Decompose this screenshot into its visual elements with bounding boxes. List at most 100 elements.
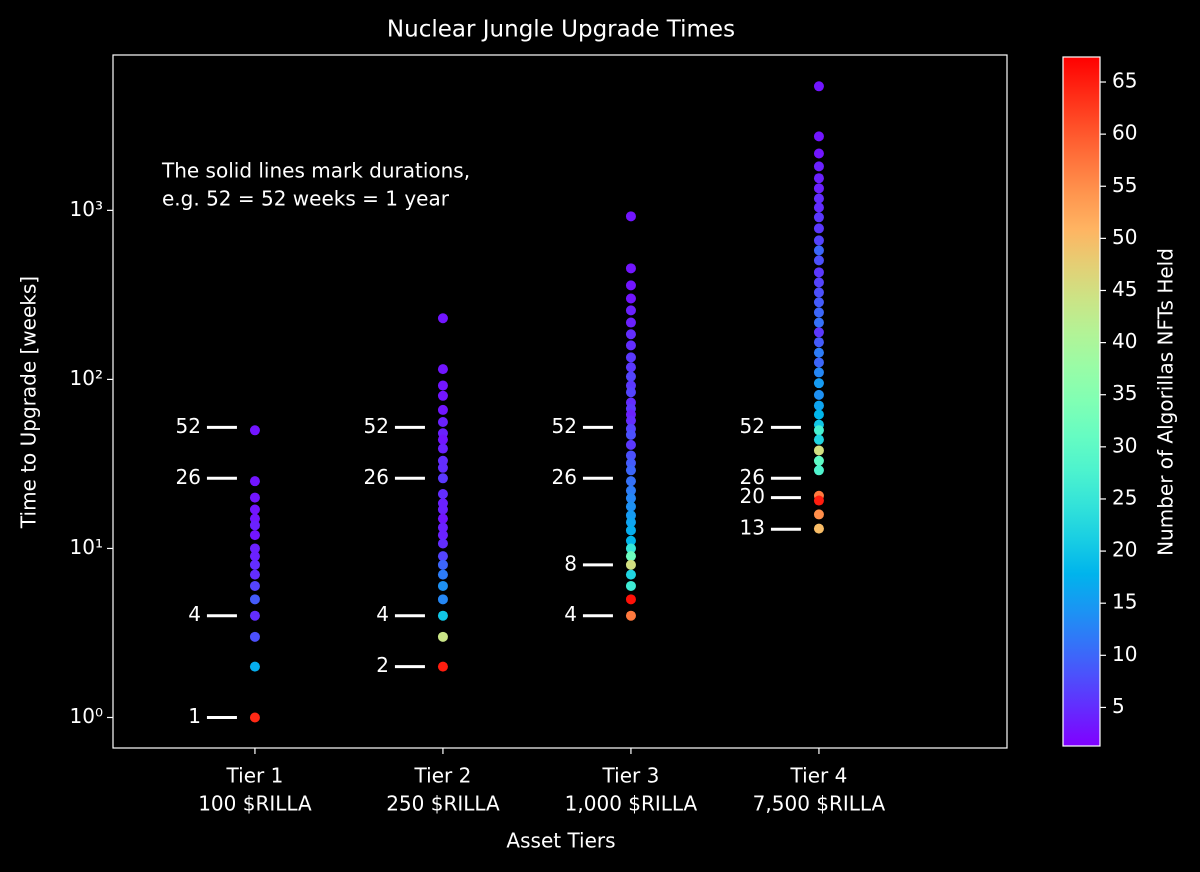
point: [625, 510, 636, 521]
point: [625, 543, 636, 554]
chart-title: Nuclear Jungle Upgrade Times: [387, 17, 735, 43]
point: [813, 409, 824, 420]
point: [625, 371, 636, 382]
point: [437, 504, 448, 515]
point: [625, 450, 636, 461]
point: [437, 462, 448, 473]
point: [813, 131, 824, 142]
point: [437, 522, 448, 533]
colorbar-tick-label: 25: [1112, 485, 1137, 509]
colorbar-tick-label: 10: [1112, 642, 1137, 666]
point: [625, 280, 636, 291]
point: [813, 367, 824, 378]
colorbar-tick-label: 15: [1112, 590, 1137, 614]
point: [813, 389, 824, 400]
annotation: The solid lines mark durations,: [161, 159, 470, 183]
point: [249, 425, 260, 436]
point: [813, 465, 824, 476]
colorbar-tick-label: 40: [1112, 329, 1137, 353]
point: [625, 340, 636, 351]
point: [813, 173, 824, 184]
point: [813, 307, 824, 318]
x-tick-sublabel: 100 $RILLA: [198, 792, 312, 816]
point: [813, 455, 824, 466]
colorbar-tick-label: 5: [1112, 694, 1125, 718]
duration-label: 52: [739, 414, 764, 438]
point: [813, 193, 824, 204]
point: [813, 212, 824, 223]
point: [625, 329, 636, 340]
point: [625, 387, 636, 398]
point: [437, 380, 448, 391]
duration-label: 13: [739, 516, 764, 540]
point: [813, 434, 824, 445]
point: [625, 305, 636, 316]
y-tick-label: 10¹: [70, 535, 103, 559]
point: [813, 523, 824, 534]
point: [437, 313, 448, 324]
colorbar-tick-label: 20: [1112, 538, 1137, 562]
point: [625, 458, 636, 469]
duration-label: 52: [175, 414, 200, 438]
x-tick-sublabel: 1,000 $RILLA: [565, 792, 698, 816]
duration-label: 4: [564, 602, 577, 626]
point: [813, 235, 824, 246]
point: [249, 476, 260, 487]
point: [625, 580, 636, 591]
duration-label: 2: [376, 653, 389, 677]
x-tick-label: Tier 1: [226, 764, 284, 788]
point: [437, 513, 448, 524]
x-tick-label: Tier 3: [602, 764, 660, 788]
point: [625, 439, 636, 450]
point: [249, 520, 260, 531]
duration-label: 52: [551, 414, 576, 438]
x-tick-sublabel: 7,500 $RILLA: [753, 792, 886, 816]
point: [437, 610, 448, 621]
point: [625, 517, 636, 528]
point: [437, 530, 448, 541]
point: [813, 495, 824, 506]
plot-frame: [112, 54, 1008, 749]
point: [437, 390, 448, 401]
point: [249, 580, 260, 591]
point: [813, 400, 824, 411]
duration-label: 26: [551, 465, 576, 489]
point: [437, 551, 448, 562]
point: [249, 712, 260, 723]
x-tick-sublabel: 250 $RILLA: [386, 792, 500, 816]
duration-label: 20: [739, 484, 764, 508]
point: [813, 509, 824, 520]
point: [813, 255, 824, 266]
colorbar-tick-label: 55: [1112, 173, 1137, 197]
point: [625, 559, 636, 570]
colorbar-tick-label: 65: [1112, 69, 1137, 93]
point: [813, 277, 824, 288]
y-tick-label: 10³: [70, 197, 103, 221]
point: [625, 429, 636, 440]
duration-label: 8: [564, 551, 577, 575]
point: [813, 378, 824, 389]
point: [249, 543, 260, 554]
duration-label: 4: [376, 602, 389, 626]
point: [625, 263, 636, 274]
duration-label: 1: [188, 704, 201, 728]
point: [625, 352, 636, 363]
point: [249, 559, 260, 570]
point: [437, 569, 448, 580]
colorbar-tick-label: 30: [1112, 433, 1137, 457]
colorbar-tick-label: 60: [1112, 121, 1137, 145]
point: [625, 415, 636, 426]
point: [437, 434, 448, 445]
point: [249, 530, 260, 541]
point: [249, 551, 260, 562]
point: [813, 148, 824, 159]
point: [625, 485, 636, 496]
point: [437, 404, 448, 415]
y-tick-label: 10²: [70, 366, 103, 390]
duration-label: 26: [739, 465, 764, 489]
point: [625, 493, 636, 504]
point: [813, 245, 824, 256]
point: [625, 362, 636, 373]
point: [437, 455, 448, 466]
